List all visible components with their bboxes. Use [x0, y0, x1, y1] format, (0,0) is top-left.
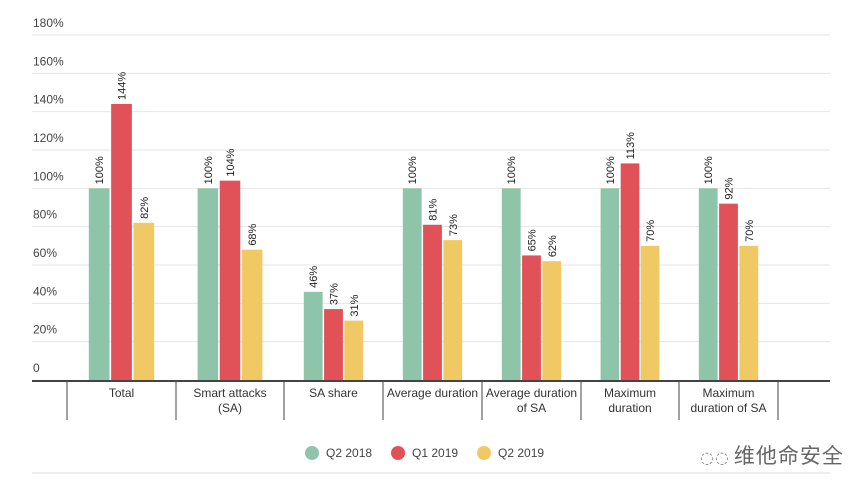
y-tick-label: 160% — [33, 54, 64, 68]
y-tick-label: 0 — [33, 361, 40, 375]
data-label: 70% — [645, 220, 657, 242]
bar-q2-2019 — [739, 245, 759, 380]
category-label: duration — [608, 401, 651, 415]
bar-q1-2019 — [719, 203, 738, 380]
category-label: Total — [109, 386, 134, 400]
category-label: duration of SA — [690, 401, 766, 415]
data-label: 113% — [625, 132, 637, 160]
category-label: Average duration — [387, 386, 478, 400]
bar-q2-2018 — [197, 188, 219, 380]
legend-marker — [477, 446, 491, 460]
data-label: 100% — [703, 156, 715, 184]
bar-q2-2018 — [698, 188, 718, 380]
bar-q2-2019 — [640, 245, 660, 380]
data-label: 100% — [203, 156, 215, 184]
data-label: 100% — [605, 156, 617, 184]
data-label: 65% — [527, 229, 539, 251]
data-label: 100% — [94, 156, 106, 184]
data-label: 73% — [448, 214, 460, 236]
data-label: 46% — [308, 266, 320, 288]
category-label: SA share — [309, 386, 358, 400]
bar-q2-2018 — [402, 188, 422, 380]
bar-q2-2019 — [344, 320, 364, 380]
legend-marker — [305, 446, 319, 460]
y-tick-label: 40% — [33, 284, 57, 298]
data-label: 92% — [724, 177, 736, 199]
legend-label: Q2 2018 — [326, 446, 372, 460]
data-label: 81% — [428, 199, 440, 221]
data-label: 100% — [407, 156, 419, 184]
bar-q2-2019 — [443, 240, 463, 380]
category-label: Maximum — [702, 386, 754, 400]
watermark-text: 维他命安全 — [733, 444, 844, 468]
y-tick-label: 140% — [33, 93, 64, 107]
bar-q2-2018 — [88, 188, 110, 380]
bar-q1-2019 — [620, 163, 640, 380]
category-label: Average duration — [486, 386, 577, 400]
bar-q2-2018 — [501, 188, 521, 380]
bar-q1-2019 — [111, 104, 132, 380]
legend-marker — [391, 446, 405, 460]
data-label: 70% — [744, 220, 756, 242]
category-label: Smart attacks — [193, 386, 266, 400]
data-label: 100% — [506, 156, 518, 184]
bar-q2-2019 — [133, 222, 155, 380]
legend-label: Q2 2019 — [498, 446, 544, 460]
data-label: 144% — [117, 72, 129, 100]
bar-q2-2018 — [600, 188, 620, 380]
data-label: 104% — [225, 148, 237, 176]
y-tick-label: 20% — [33, 323, 57, 337]
bar-q2-2019 — [241, 249, 263, 380]
data-label: 37% — [329, 283, 341, 305]
y-tick-label: 120% — [33, 131, 64, 145]
bar-q1-2019 — [423, 224, 442, 380]
wechat-icon: ◌◌ — [700, 448, 730, 467]
watermark: ◌◌ 维他命安全 — [700, 440, 844, 470]
category-label: (SA) — [218, 401, 242, 415]
y-tick-label: 180% — [33, 16, 64, 30]
legend-label: Q1 2019 — [412, 446, 458, 460]
y-tick-label: 100% — [33, 169, 64, 183]
category-label: of SA — [517, 401, 546, 415]
bar-q1-2019 — [219, 180, 241, 380]
bar-q1-2019 — [324, 309, 343, 380]
category-label: Maximum — [604, 386, 656, 400]
y-tick-label: 60% — [33, 246, 57, 260]
data-label: 68% — [247, 223, 259, 245]
data-label: 62% — [547, 235, 559, 257]
bar-q1-2019 — [522, 255, 541, 380]
bar-q2-2018 — [303, 291, 323, 380]
data-label: 82% — [139, 197, 151, 219]
bar-q2-2019 — [542, 261, 562, 380]
data-label: 31% — [349, 294, 361, 316]
y-tick-label: 80% — [33, 208, 57, 222]
